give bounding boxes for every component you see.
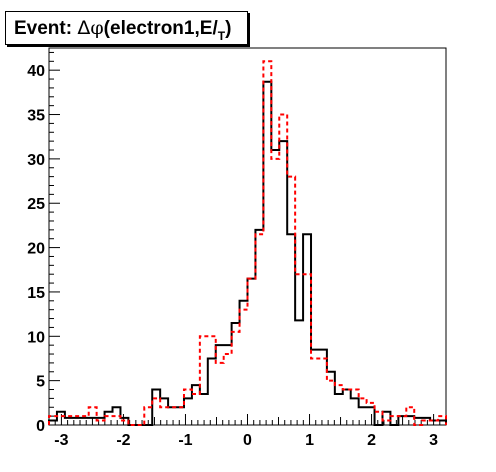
x-tick-label: 1	[305, 432, 314, 449]
y-tick-label: 35	[27, 108, 45, 125]
title-subscript: T	[217, 29, 226, 43]
chart-title: Event: Δφ(electron1,E/T)	[5, 11, 248, 45]
plot-frame	[48, 47, 447, 426]
y-tick-label: 30	[27, 152, 45, 169]
x-tick-label: -2	[116, 432, 130, 449]
x-tick-label: 3	[429, 432, 438, 449]
y-tick-label: 10	[27, 329, 45, 346]
histogram-series	[48, 60, 447, 426]
histogram-series-red-dashed	[48, 60, 447, 426]
x-tick-label: -3	[54, 432, 68, 449]
title-met: E/	[199, 18, 218, 39]
y-tick-label: 25	[27, 196, 45, 213]
y-tick-label: 0	[36, 418, 45, 435]
x-tick-label: -1	[178, 432, 192, 449]
x-tick-label: 0	[243, 432, 252, 449]
title-delta: Δ	[77, 17, 91, 39]
y-tick-label: 20	[27, 241, 45, 258]
title-phi: φ	[90, 17, 104, 39]
x-tick-label: 2	[367, 432, 376, 449]
title-close: )	[225, 18, 232, 39]
title-mid: (electron1,	[103, 18, 200, 39]
title-prefix: Event:	[14, 18, 78, 39]
y-tick-label: 40	[27, 63, 45, 80]
y-tick-label: 5	[36, 374, 45, 391]
y-tick-label: 15	[27, 285, 45, 302]
